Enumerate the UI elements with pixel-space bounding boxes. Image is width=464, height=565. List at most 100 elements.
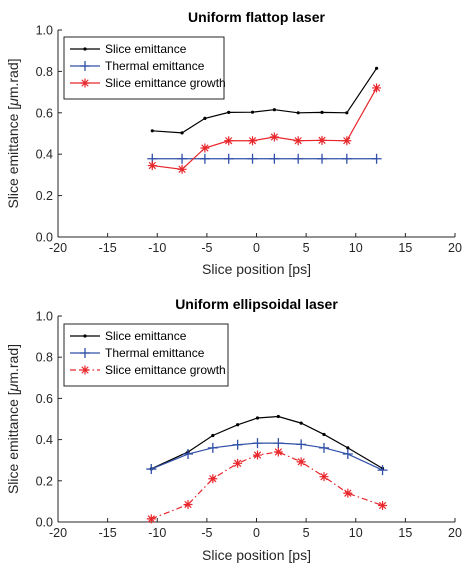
y-tick-label: 0.0 — [36, 231, 53, 245]
legend-entry-label: Thermal emittance — [105, 59, 205, 73]
point-marker — [345, 111, 349, 115]
point-marker — [377, 465, 388, 476]
point-marker — [252, 438, 263, 449]
point-marker — [150, 129, 154, 133]
x-tick-label: 20 — [448, 241, 462, 255]
y-tick-label: 1.0 — [36, 24, 53, 38]
y-axis-label-mu: μ — [5, 383, 21, 392]
point-marker — [317, 135, 327, 145]
point-marker — [83, 47, 87, 51]
point-marker — [80, 78, 90, 88]
point-marker — [293, 153, 304, 164]
point-marker — [80, 365, 90, 375]
point-marker — [319, 472, 329, 482]
x-tick-label: 10 — [349, 241, 363, 255]
point-marker — [269, 132, 279, 142]
series-1 — [149, 414, 385, 471]
y-axis-label: Slice emittance [μm.rad] — [5, 344, 21, 494]
x-tick-label: 10 — [349, 526, 363, 540]
series-3 — [146, 447, 388, 524]
y-tick-label: 1.0 — [36, 310, 53, 324]
legend: Slice emittance Thermal emittance Slice em… — [63, 323, 229, 387]
point-marker — [236, 423, 240, 427]
x-tick-label: -10 — [148, 241, 166, 255]
point-marker — [372, 83, 382, 93]
legend-box — [63, 323, 229, 387]
point-marker — [252, 450, 262, 460]
point-marker — [211, 433, 215, 438]
y-tick-label: 0.0 — [36, 516, 53, 530]
series-2 — [146, 438, 388, 476]
point-marker — [296, 439, 307, 450]
legend: Slice emittance Thermal emittance Slice em… — [63, 36, 226, 100]
x-tick-label: 5 — [303, 241, 310, 255]
point-marker — [371, 153, 382, 164]
x-tick-label: -15 — [99, 526, 117, 540]
point-marker — [342, 449, 353, 460]
y-tick-label: 0.6 — [36, 106, 53, 120]
chart-1: Uniform flattop laser -20 -15 -10 -5 0 5 10 15 20… — [5, 9, 462, 277]
x-tick-label: -5 — [201, 526, 212, 540]
y-tick-label: 0.4 — [36, 433, 53, 447]
chart-title: Uniform flattop laser — [188, 9, 325, 25]
point-marker — [272, 108, 276, 112]
series-line — [151, 451, 383, 520]
point-marker — [203, 116, 207, 120]
point-marker — [250, 110, 255, 114]
point-marker — [341, 153, 352, 164]
x-tick-label: 0 — [253, 526, 260, 540]
y-axis-label-mu: μ — [5, 98, 21, 107]
point-marker — [273, 447, 283, 457]
point-marker — [248, 136, 258, 146]
point-marker — [296, 457, 306, 467]
point-marker — [293, 136, 303, 146]
series-3 — [147, 83, 382, 174]
y-axis-label-prefix: Slice emittance [ — [5, 106, 21, 209]
x-tick-label: 0 — [253, 241, 260, 255]
y-tick-label: 0.2 — [36, 474, 53, 488]
point-marker — [199, 153, 210, 164]
point-marker — [177, 153, 188, 164]
legend-entry-label: Slice emittance growth — [105, 76, 226, 90]
point-marker — [247, 153, 258, 164]
y-tick-label: 0.8 — [36, 351, 53, 365]
point-marker — [273, 438, 284, 449]
legend-entry-label: Slice emittance growth — [105, 363, 226, 377]
point-marker — [318, 442, 329, 453]
y-axis-label-suffix: m.rad] — [5, 344, 21, 384]
series-1 — [150, 66, 379, 135]
point-marker — [276, 414, 280, 419]
point-marker — [146, 464, 157, 475]
point-marker — [183, 499, 193, 509]
point-marker — [147, 161, 157, 171]
point-marker — [232, 439, 243, 450]
point-marker — [207, 442, 218, 453]
legend-entry-label: Thermal emittance — [105, 346, 205, 360]
point-marker — [374, 66, 379, 70]
point-marker — [342, 136, 352, 146]
series-line — [151, 442, 383, 471]
x-tick-label: -20 — [49, 526, 67, 540]
y-tick-label: 0.8 — [36, 65, 53, 79]
legend-entry-label: Slice emittance — [105, 329, 187, 343]
y-axis-label: Slice emittance [μm.rad] — [5, 58, 21, 208]
point-marker — [208, 474, 218, 484]
x-tick-label: -15 — [99, 241, 117, 255]
x-tick-label: -5 — [201, 241, 212, 255]
point-marker — [233, 458, 243, 468]
point-marker — [346, 446, 350, 450]
x-tick-label: 15 — [398, 526, 412, 540]
y-axis-label-suffix: m.rad] — [5, 58, 21, 98]
point-marker — [299, 421, 303, 425]
point-marker — [322, 432, 326, 437]
point-marker — [255, 416, 260, 420]
chart-title: Uniform ellipsoidal laser — [175, 296, 338, 312]
x-tick-label: 15 — [398, 241, 412, 255]
x-tick-label: 5 — [303, 526, 310, 540]
x-axis-label: Slice position [ps] — [202, 547, 311, 563]
legend-box — [63, 36, 225, 100]
x-tick-label: -10 — [148, 526, 166, 540]
point-marker — [224, 136, 234, 146]
y-tick-label: 0.6 — [36, 392, 53, 406]
point-marker — [223, 153, 234, 164]
